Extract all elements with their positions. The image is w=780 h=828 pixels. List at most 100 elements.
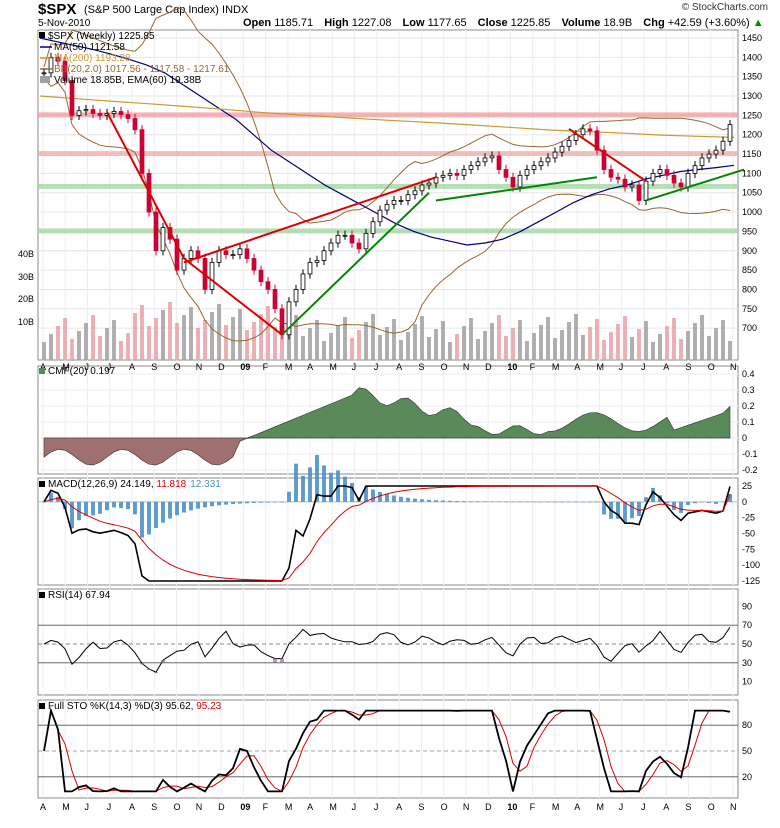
macd-histogram-bar	[252, 501, 256, 503]
macd-histogram-bar	[182, 501, 186, 513]
volume-bar	[518, 320, 522, 360]
volume-bar	[658, 334, 662, 360]
macd-histogram-bar	[427, 499, 431, 502]
rsi-tick-label: 50	[742, 639, 752, 649]
macd-histogram-bar	[504, 501, 508, 503]
volume-bar	[700, 315, 704, 360]
price-legend: $SPX (Weekly) 1225.85 MA(50) 1121.58 MA(…	[39, 31, 230, 86]
x-tick-label-bottom: M	[329, 802, 337, 812]
price-candle	[671, 170, 677, 188]
macd-histogram-bar	[84, 501, 88, 516]
volume-bar	[623, 316, 627, 360]
volume-bar	[273, 327, 277, 360]
volume-bar	[364, 322, 368, 360]
price-tick-label: 1300	[742, 91, 762, 101]
macd-histogram-bar	[161, 501, 165, 523]
candle-body	[643, 180, 649, 201]
volume-bar	[504, 336, 508, 360]
volume-bar	[203, 320, 207, 360]
x-tick-label-bottom: A	[663, 802, 669, 812]
candle-body	[279, 308, 285, 336]
candle-body	[377, 209, 383, 223]
index-name: (S&P 500 Large Cap Index) INDX	[84, 4, 248, 16]
macd-histogram-bar	[518, 501, 522, 503]
candle-body	[244, 248, 250, 259]
macd-histogram-bar	[203, 501, 207, 508]
price-candle	[587, 124, 593, 136]
candle-body	[727, 124, 733, 142]
volume-bar	[497, 315, 501, 360]
macd-histogram-bar	[651, 487, 655, 502]
price-tick-label: 1250	[742, 110, 762, 120]
macd-tick-label: 25	[742, 481, 752, 491]
candle-body	[97, 113, 103, 116]
macd-histogram-bar	[49, 492, 53, 502]
volume-bar	[714, 328, 718, 360]
high-value: 1227.08	[351, 17, 392, 29]
price-candle	[727, 120, 733, 146]
candle-body	[111, 111, 117, 114]
ma200-line	[39, 95, 735, 138]
volume-bar	[616, 324, 620, 360]
volume-bar	[133, 313, 137, 360]
candle-body	[461, 169, 467, 176]
price-legend-swatch	[39, 32, 45, 38]
volume-bar	[469, 318, 473, 360]
price-candle	[69, 75, 75, 121]
candle-body	[671, 174, 677, 184]
volume-bar	[399, 340, 403, 360]
price-candle	[538, 157, 544, 171]
candle-body	[335, 234, 341, 244]
candle-body	[370, 221, 376, 234]
quote-summary: Open 1185.71 High 1227.08 Low 1177.65 Cl…	[243, 17, 764, 29]
support-band	[38, 112, 738, 118]
candle-body	[454, 172, 460, 176]
x-tick-label-top: N	[196, 362, 203, 372]
macd-histogram-bar	[98, 501, 102, 514]
candle-body	[440, 174, 446, 178]
volume-bar	[693, 323, 697, 360]
sto-k-line	[43, 707, 731, 793]
price-candle	[139, 125, 145, 179]
macd-histogram-bar	[497, 501, 501, 503]
macd-histogram-bar	[490, 501, 494, 503]
candle-body	[552, 151, 558, 159]
volume-swatch	[40, 76, 50, 83]
macd-histogram-bar	[350, 482, 354, 502]
legend-sto-main: Full STO %K(14,3) %D(3) 95.62,	[48, 701, 196, 712]
candle-body	[328, 242, 334, 252]
x-tick-label-bottom: J	[352, 802, 357, 812]
volume-bar	[707, 336, 711, 360]
macd-histogram-bar	[399, 496, 403, 502]
macd-histogram-bar	[224, 501, 228, 505]
x-tick-label-top: M	[596, 362, 604, 372]
cmf-legend: CMF(20) 0.197	[39, 366, 116, 377]
open-value: 1185.71	[274, 17, 314, 29]
candle-body	[188, 250, 194, 259]
candle-body	[608, 169, 614, 178]
ma50-line	[39, 37, 735, 246]
chart-date: 5-Nov-2010	[38, 18, 91, 29]
legend-bb: BB(20,2.0) 1017.56 - 1117.58 - 1217.61	[54, 64, 230, 75]
rsi-line	[43, 626, 731, 673]
macd-histogram-bar	[476, 501, 480, 502]
candle-body	[223, 250, 229, 256]
cmf-tick-label: -0.2	[742, 465, 758, 475]
volume-value: 18.9B	[603, 17, 633, 29]
macd-histogram-bar	[406, 497, 410, 502]
candle-body	[209, 261, 215, 290]
volume-bar	[637, 329, 641, 360]
price-candle	[356, 238, 362, 254]
rsi-legend: RSI(14) 67.94	[39, 590, 111, 601]
price-candle	[55, 52, 61, 66]
price-candle	[76, 106, 82, 121]
price-candle	[132, 113, 138, 135]
macd-histogram-bar	[238, 501, 242, 504]
macd-histogram-bar	[448, 500, 452, 502]
price-candle	[461, 164, 467, 180]
macd-histogram-bar	[175, 501, 179, 516]
candle-body	[447, 172, 453, 176]
macd-histogram-bar	[126, 501, 130, 510]
x-tick-label-bottom: F	[530, 802, 536, 812]
x-tick-label-bottom: M	[596, 802, 604, 812]
